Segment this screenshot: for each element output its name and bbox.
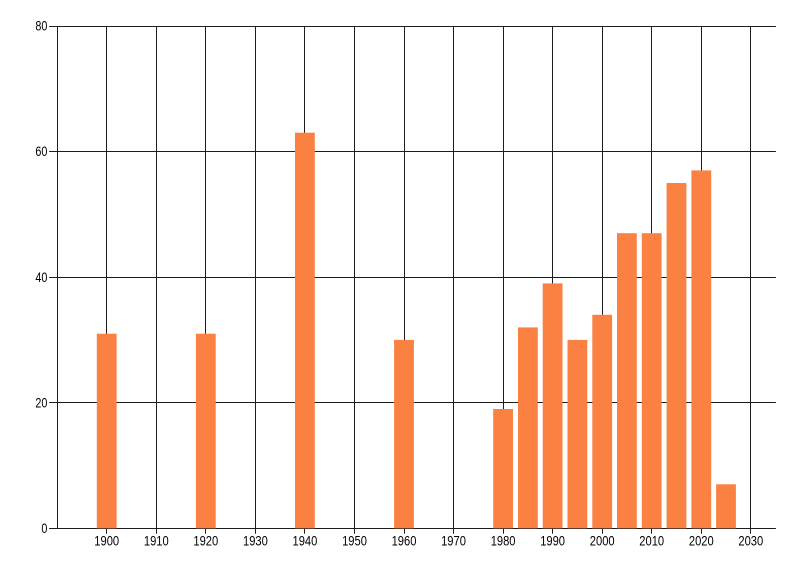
svg-text:1940: 1940 [293, 534, 318, 549]
svg-text:1980: 1980 [491, 534, 516, 549]
svg-text:0: 0 [41, 521, 47, 536]
svg-text:60: 60 [35, 144, 47, 159]
svg-text:1990: 1990 [540, 534, 565, 549]
svg-text:1930: 1930 [243, 534, 268, 549]
svg-text:2030: 2030 [738, 534, 763, 549]
svg-text:1970: 1970 [441, 534, 466, 549]
svg-text:40: 40 [35, 270, 47, 285]
svg-text:1950: 1950 [342, 534, 367, 549]
svg-text:2010: 2010 [639, 534, 664, 549]
svg-text:80: 80 [35, 19, 47, 34]
svg-text:2020: 2020 [689, 534, 714, 549]
svg-text:1900: 1900 [94, 534, 119, 549]
svg-text:1910: 1910 [144, 534, 169, 549]
svg-text:1920: 1920 [193, 534, 218, 549]
svg-text:20: 20 [35, 395, 47, 410]
svg-text:1960: 1960 [392, 534, 417, 549]
svg-text:2000: 2000 [590, 534, 615, 549]
